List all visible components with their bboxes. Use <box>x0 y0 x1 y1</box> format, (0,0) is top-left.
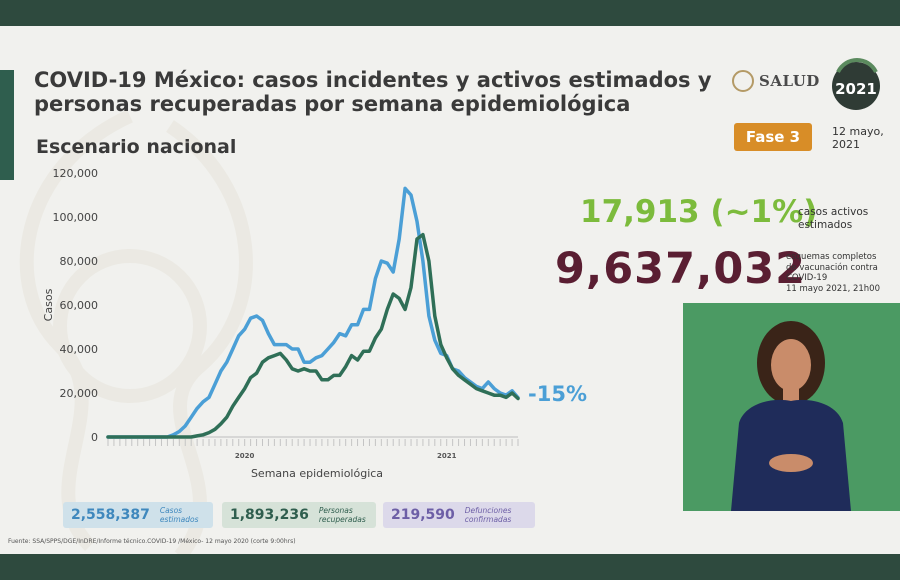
vaccination-value: 9,637,032 <box>555 244 807 294</box>
stat-box-recuperadas: 1,893,236 Personas recuperadas <box>222 502 376 528</box>
year-label-2020: 2020 <box>235 452 255 460</box>
personas-recuperadas-label: Personas recuperadas <box>319 506 366 524</box>
stat-box-casos: 2,558,387 Casos estimados <box>63 502 213 528</box>
active-cases-value: 17,913 (~1%) <box>580 194 818 230</box>
defunciones-label-line-1: Defunciones <box>464 506 512 515</box>
vac-label-line-1: esquemas completos <box>786 252 877 262</box>
y-tick-label: 0 <box>91 431 98 444</box>
defunciones-label-line-2: confirmadas <box>464 515 512 524</box>
series-lines <box>106 186 520 439</box>
salud-logo: SALUD <box>732 70 820 92</box>
source-note: Fuente: SSA/SPPS/DGE/InDRE/Informe técni… <box>8 538 296 545</box>
x-axis-label: Semana epidemiológica <box>251 467 383 480</box>
mexico-logo-text: 2021 <box>835 80 877 98</box>
casos-estimados-label: Casos estimados <box>160 506 199 524</box>
title-line-2: personas recuperadas por semana epidemio… <box>34 92 631 116</box>
vaccination-label: esquemas completos de vacunación contra … <box>786 252 892 294</box>
background-pattern <box>19 109 253 554</box>
y-axis-ticks: 0 20,000 40,000 60,000 80,000 100,000 120,000 <box>53 167 99 444</box>
active-label-line-1: casos activos <box>798 206 869 218</box>
defunciones-value: 219,590 <box>391 507 455 523</box>
casos-label-line-2: estimados <box>159 515 199 524</box>
y-tick-label: 100,000 <box>53 211 99 224</box>
interpreter-figure <box>731 321 851 511</box>
mexico-2021-logo: 2021 <box>832 58 880 110</box>
vac-label-line-3: COVID-19 <box>786 273 828 283</box>
recuperadas-label-line-2: recuperadas <box>318 515 366 524</box>
y-tick-label: 60,000 <box>60 299 99 312</box>
y-axis-label: Casos <box>42 288 55 321</box>
casos-estimados-value: 2,558,387 <box>71 507 150 523</box>
sign-language-video <box>683 303 900 511</box>
change-percent: -15% <box>528 382 587 406</box>
report-date: 12 mayo, 2021 <box>832 125 884 151</box>
stat-box-defunciones: 219,590 Defunciones confirmadas <box>383 502 535 528</box>
active-label-line-2: estimados <box>798 219 853 231</box>
title-line-1: COVID-19 México: casos incidentes y acti… <box>34 68 712 92</box>
cases-line-chart: 020,00040,00060,00080,000100,000120,000 … <box>42 167 520 480</box>
x-axis-ticks <box>107 439 519 446</box>
casos-label-line-1: Casos <box>159 506 183 515</box>
page-subtitle: Escenario nacional <box>36 136 237 158</box>
y-tick-label: 80,000 <box>60 255 99 268</box>
vac-label-line-2: de vacunación contra <box>786 262 878 273</box>
date-line-2: 2021 <box>832 138 860 151</box>
page-title: COVID-19 México: casos incidentes y acti… <box>34 68 714 116</box>
y-tick-label: 20,000 <box>60 387 99 400</box>
series-line-recuperadas <box>106 232 520 439</box>
fase-badge: Fase 3 <box>734 123 812 151</box>
y-tick-label: 120,000 <box>53 167 99 180</box>
year-label-2021: 2021 <box>437 452 457 460</box>
series-line-casos <box>106 186 520 439</box>
defunciones-label: Defunciones confirmadas <box>465 506 512 524</box>
y-tick-label: 40,000 <box>60 343 99 356</box>
recuperadas-label-line-1: Personas <box>318 506 353 515</box>
personas-recuperadas-value: 1,893,236 <box>230 507 309 523</box>
date-line-1: 12 mayo, <box>832 125 884 138</box>
active-cases-label: casos activos estimados <box>798 206 888 232</box>
slide: COVID-19 México: casos incidentes y acti… <box>0 26 900 554</box>
vac-label-line-4: 11 mayo 2021, 21h00 <box>786 283 880 294</box>
seal-icon <box>732 70 754 92</box>
salud-logo-text: SALUD <box>759 72 820 90</box>
accent-bar <box>0 70 14 180</box>
